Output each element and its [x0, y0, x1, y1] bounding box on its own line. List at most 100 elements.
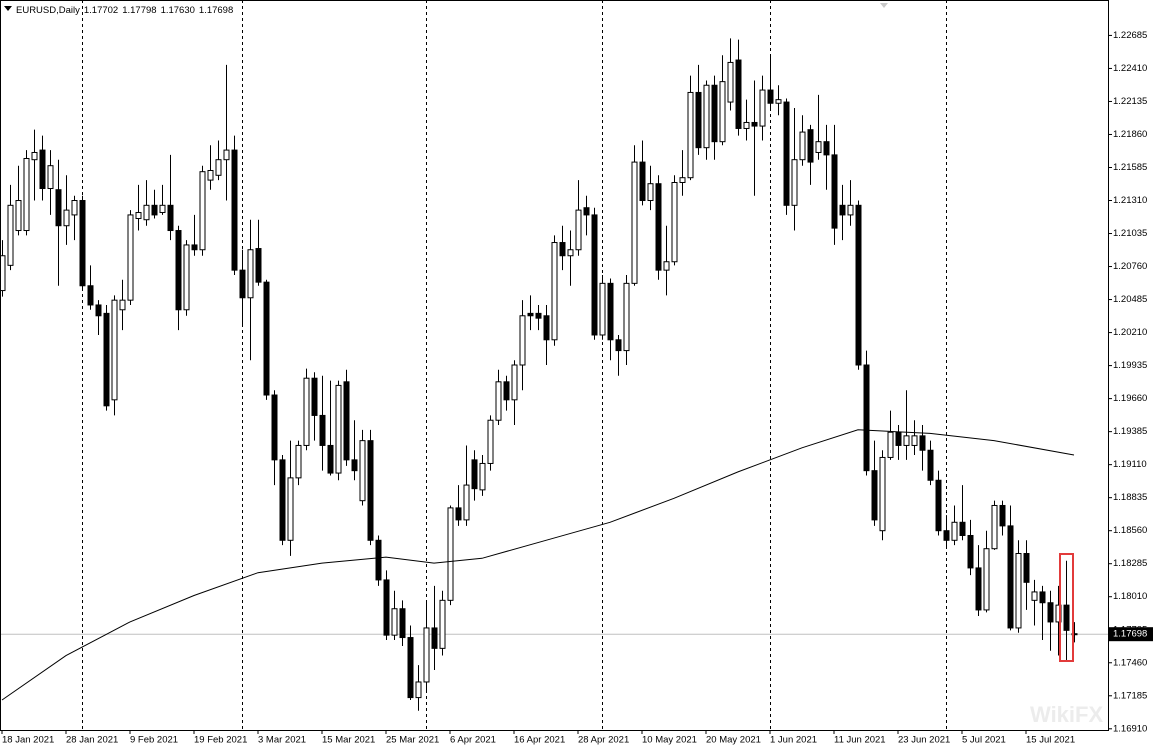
candle-body	[575, 209, 582, 251]
y-tick-label: 1.21035	[1113, 228, 1147, 239]
header: EURUSD,Daily 1.17702 1.17798 1.17630 1.17698	[16, 5, 233, 16]
candle-body	[87, 285, 94, 306]
candle-body	[151, 204, 158, 216]
candle-body	[135, 212, 142, 220]
candle-body	[335, 384, 342, 474]
candle-body	[215, 159, 222, 176]
candle-body	[791, 159, 798, 206]
header-open: 1.17702	[84, 5, 118, 16]
header-icon	[4, 6, 12, 11]
candle-body	[599, 282, 606, 336]
candle-body	[943, 530, 950, 541]
candle-body	[623, 282, 630, 352]
candle-body	[439, 599, 446, 649]
candle-body	[759, 89, 766, 127]
candle-body	[975, 567, 982, 611]
candle-body	[183, 244, 190, 311]
candle-body	[895, 431, 902, 446]
candle-body	[951, 521, 958, 541]
candle-body	[207, 169, 214, 181]
candle-body	[423, 627, 430, 683]
x-tick-label: 3 Mar 2021	[258, 735, 306, 746]
candle-body	[647, 183, 654, 202]
x-tick-label: 25 Mar 2021	[386, 735, 439, 746]
candle-body	[983, 548, 990, 611]
y-tick-label: 1.22135	[1113, 96, 1147, 107]
candle-body	[703, 84, 710, 149]
candle-body	[31, 151, 38, 161]
shift-marker	[880, 3, 888, 8]
candle-body	[991, 504, 998, 550]
candle-body	[15, 200, 22, 232]
candle-body	[543, 315, 550, 341]
candle-body	[1063, 604, 1070, 631]
candle-body	[239, 269, 246, 299]
candle-body	[711, 84, 718, 143]
candle-body	[607, 282, 614, 341]
y-tick-label: 1.21310	[1113, 195, 1147, 206]
current-price-label: 1.17698	[1113, 629, 1147, 640]
y-tick-label: 1.20485	[1113, 294, 1147, 305]
candle-body	[863, 364, 870, 472]
candle-body	[471, 459, 478, 490]
x-tick-label: 11 Jun 2021	[834, 735, 886, 746]
candle-body	[735, 59, 742, 129]
candle-body	[295, 444, 302, 479]
watermark: WikiFX	[1030, 702, 1103, 727]
candle-body	[743, 121, 750, 129]
y-tick-label: 1.21860	[1113, 129, 1147, 140]
candle-body	[455, 507, 462, 521]
candle-body	[671, 182, 678, 263]
candle-body	[1023, 553, 1030, 583]
candle-body	[23, 157, 30, 232]
x-tick-label: 1 Jun 2021	[770, 735, 817, 746]
candle-body	[63, 209, 70, 227]
candle-body	[223, 149, 230, 161]
y-tick-label: 1.22685	[1113, 30, 1147, 41]
candle-body	[199, 171, 206, 251]
candle-body	[999, 504, 1006, 527]
candle-body	[871, 470, 878, 521]
candle-body	[823, 141, 830, 156]
x-tick-label: 15 Mar 2021	[322, 735, 375, 746]
candle-body	[511, 364, 518, 401]
candle-body	[655, 183, 662, 271]
candle-body	[767, 89, 774, 104]
y-tick-label: 1.17185	[1113, 690, 1147, 701]
candle-body	[847, 204, 854, 216]
candle-body	[111, 299, 118, 401]
x-tick-label: 5 Jul 2021	[962, 735, 1006, 746]
candle-body	[375, 539, 382, 581]
candle-body	[903, 435, 910, 446]
marks-layer	[0, 38, 1078, 711]
candle-body	[175, 230, 182, 311]
candle-body	[695, 91, 702, 149]
candle-body	[399, 608, 406, 639]
candle-body	[775, 99, 782, 104]
candle-body	[55, 189, 62, 227]
candle-body	[0, 255, 6, 292]
x-tick-label: 19 Feb 2021	[194, 735, 247, 746]
x-tick-label: 28 Jan 2021	[66, 735, 118, 746]
plot-frame	[0, 0, 1109, 731]
candle-body	[391, 608, 398, 636]
candle-body	[431, 627, 438, 649]
candle-body	[1015, 553, 1022, 629]
moving-average	[1, 429, 1075, 701]
x-tick-label: 6 Apr 2021	[450, 735, 496, 746]
candle-body	[7, 204, 14, 266]
header-high: 1.17798	[122, 5, 156, 16]
candle-body	[119, 299, 126, 311]
candle-body	[1047, 602, 1054, 623]
candle-body	[255, 248, 262, 283]
y-tick-label: 1.19385	[1113, 426, 1147, 437]
candle-body	[807, 129, 814, 163]
highlight-box	[1059, 553, 1074, 662]
candle-body	[855, 204, 862, 366]
candle-body	[783, 101, 790, 206]
x-tick-label: 23 Jun 2021	[898, 735, 950, 746]
candle-body	[327, 444, 334, 474]
candle-body	[631, 161, 638, 284]
